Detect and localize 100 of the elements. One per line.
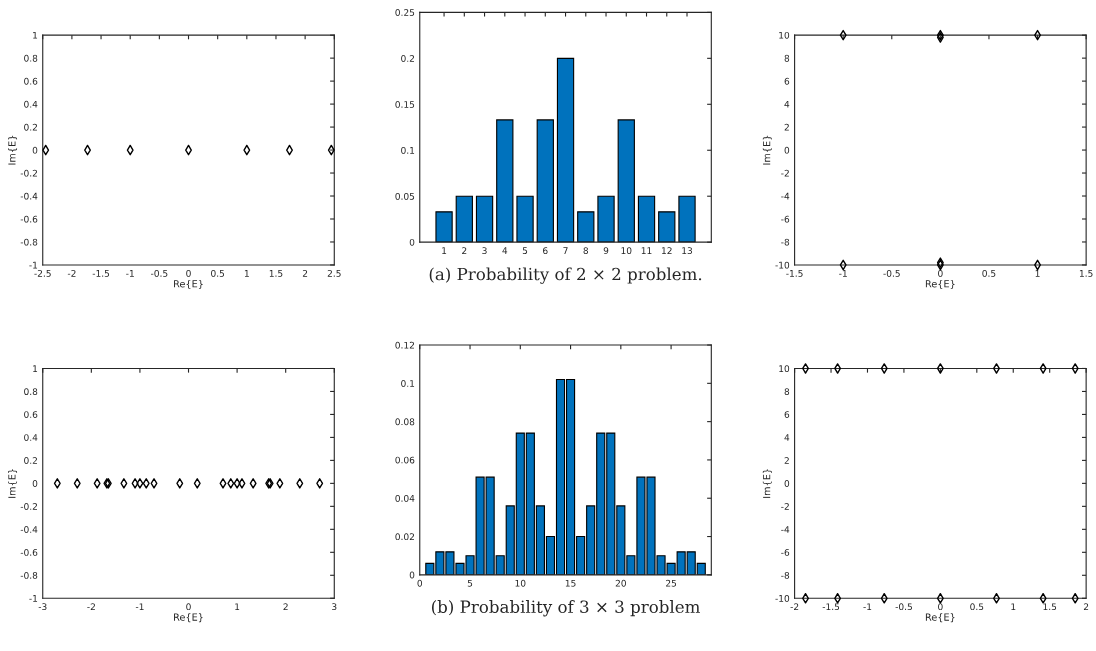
y-tick-label: -2 — [781, 169, 789, 177]
x-tick-label: 1 — [1035, 270, 1040, 277]
x-tick-label: -3 — [38, 603, 47, 611]
y-tick-label: 0.4 — [24, 434, 38, 441]
x-tick-label: 9 — [603, 247, 609, 255]
y-tick-label: 0.15 — [395, 101, 415, 108]
y-tick-label: 10 — [779, 365, 790, 373]
y-tick-label: -6 — [781, 549, 790, 556]
x-tick-label: 1 — [1011, 603, 1016, 610]
y-tick-label: -10 — [775, 595, 790, 602]
y-tick-label: 0.2 — [401, 55, 414, 62]
x-tick-label: 0 — [417, 579, 423, 587]
x-tick-label: -0.5 — [883, 269, 900, 277]
x-tick-label: 4 — [502, 247, 508, 254]
y-tick-label: 0 — [784, 480, 790, 487]
x-tick-label: 1.5 — [269, 270, 283, 277]
y-tick-label: 0 — [409, 238, 415, 246]
x-tick-label: -1.5 — [822, 603, 840, 611]
x-tick-label: 0.5 — [970, 603, 984, 611]
x-tick-label: 5 — [522, 247, 528, 255]
y-tick-label: 8 — [784, 388, 790, 395]
x-axis-title: Re{E} — [174, 613, 203, 623]
y-tick-label: 0.12 — [395, 341, 414, 349]
y-tick-label: -2 — [781, 503, 789, 510]
y-tick-label: -0.6 — [20, 215, 38, 223]
y-tick-label: 6 — [784, 77, 790, 85]
x-tick-label: 3 — [332, 603, 337, 611]
x-tick-label: 11 — [641, 247, 652, 254]
y-tick-label: -1 — [29, 595, 38, 602]
x-tick-label: -1 — [135, 603, 144, 610]
x-tick-label: 0.5 — [982, 269, 996, 277]
y-tick-label: -8 — [781, 238, 790, 246]
x-tick-label: 13 — [682, 247, 693, 255]
x-tick-label: -1 — [863, 603, 872, 610]
y-tick-label: -0.2 — [20, 503, 37, 510]
x-tick-label: 12 — [662, 247, 672, 254]
text: (a) Probability of 2 × 2 problem. — [429, 267, 702, 284]
y-tick-label: -0.4 — [20, 192, 38, 200]
x-tick-label: 2 — [1083, 603, 1089, 610]
y-tick-label: 0 — [409, 571, 415, 579]
x-tick-label: 25 — [666, 579, 677, 587]
x-tick-label: 10 — [515, 579, 526, 587]
y-tick-label: -0.2 — [20, 169, 37, 177]
x-tick-label: 2 — [283, 603, 288, 610]
y-tick-label: -0.6 — [20, 549, 38, 556]
y-tick-label: 10 — [779, 31, 790, 39]
x-tick-label: 0 — [186, 269, 191, 277]
x-tick-label: 6 — [543, 247, 548, 255]
y-tick-label: 0.06 — [395, 456, 415, 464]
y-tick-label: -8 — [781, 572, 790, 579]
x-tick-label: -1 — [839, 270, 847, 277]
y-tick-label: 0.2 — [24, 123, 37, 131]
y-tick-label: 4 — [784, 100, 790, 108]
y-axis-title: Im{E} — [762, 135, 772, 165]
y-tick-label: 4 — [784, 434, 790, 441]
x-tick-label: -2 — [67, 269, 76, 277]
y-tick-label: 6 — [784, 411, 790, 418]
text: (b) Probability of 3 × 3 problem — [431, 600, 700, 617]
y-tick-label: -10 — [775, 261, 790, 269]
y-tick-label: 0.02 — [395, 533, 414, 541]
y-tick-label: 2 — [784, 457, 789, 464]
y-tick-label: 0.6 — [24, 77, 38, 85]
x-tick-label: 10 — [621, 247, 632, 255]
x-tick-label: 3 — [482, 247, 487, 255]
y-tick-label: 0.8 — [24, 388, 38, 395]
y-tick-label: 0.08 — [395, 418, 415, 426]
x-tick-label: -2 — [790, 603, 799, 610]
y-tick-label: 0.4 — [24, 100, 38, 108]
x-tick-label: 1 — [244, 270, 249, 277]
x-tick-label: 20 — [615, 579, 626, 587]
y-tick-label: 0.1 — [401, 380, 415, 387]
y-tick-label: 0 — [32, 480, 38, 487]
x-tick-label: 5 — [467, 579, 473, 587]
y-tick-label: -0.8 — [20, 238, 38, 246]
x-tick-label: 2.5 — [327, 269, 341, 277]
x-tick-label: 0 — [938, 269, 943, 277]
x-tick-label: 1.5 — [1043, 603, 1057, 611]
x-tick-label: 2 — [302, 269, 308, 277]
y-tick-label: 8 — [784, 54, 790, 62]
y-tick-label: -6 — [781, 215, 790, 223]
x-tick-label: 0.5 — [211, 269, 225, 277]
x-tick-label: -2 — [87, 603, 95, 610]
x-tick-label: -1 — [126, 270, 134, 277]
y-tick-label: -0.8 — [20, 572, 38, 579]
y-tick-label: 0 — [32, 146, 38, 154]
y-tick-label: 1 — [33, 32, 38, 39]
x-axis-title: Re{E} — [174, 279, 203, 289]
y-tick-label: 0.25 — [395, 9, 415, 16]
x-tick-label: 8 — [583, 247, 589, 255]
x-axis-title: Re{E} — [925, 279, 955, 289]
y-tick-label: -1 — [29, 261, 38, 269]
x-tick-label: -1.5 — [92, 270, 110, 277]
y-tick-label: 0.2 — [24, 457, 37, 464]
y-tick-label: 0 — [784, 146, 790, 154]
x-tick-label: -2.5 — [34, 269, 51, 277]
x-axis-title: Re{E} — [925, 613, 955, 623]
y-tick-label: -4 — [781, 526, 790, 533]
y-axis-title: Im{E} — [8, 469, 18, 498]
y-tick-label: 0.8 — [24, 54, 38, 62]
x-tick-label: 1 — [442, 247, 447, 254]
